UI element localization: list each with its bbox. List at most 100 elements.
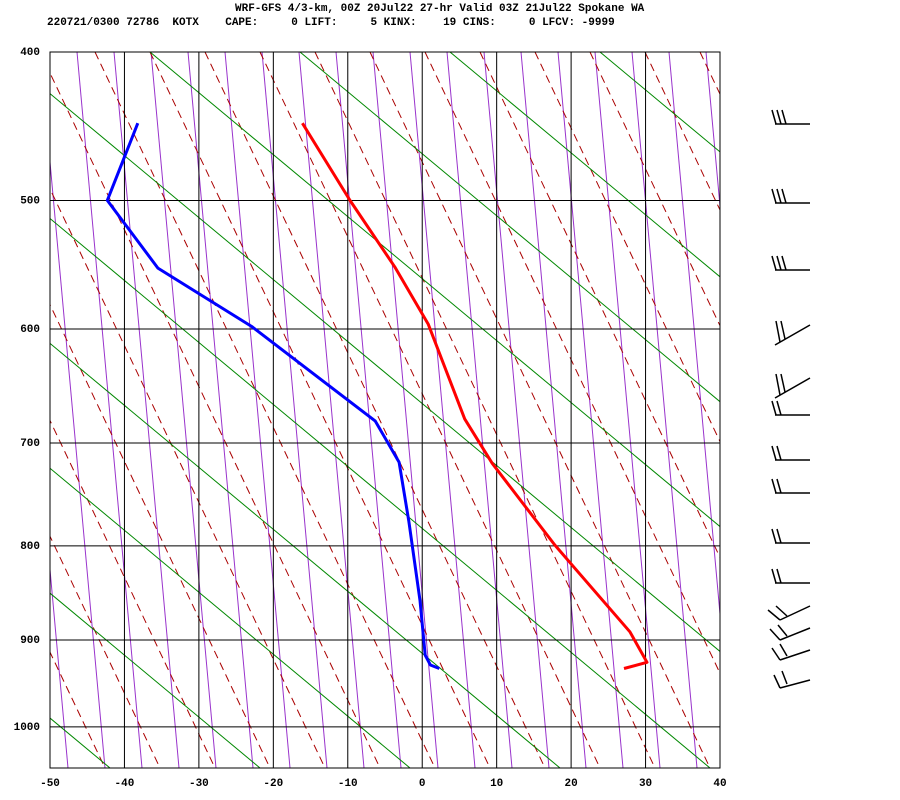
- barb-tick: [773, 674, 781, 689]
- barb-tick: [775, 373, 781, 396]
- adiabat-line: [314, 52, 656, 768]
- barb-tick: [771, 188, 777, 204]
- y-tick-label: 700: [20, 438, 40, 450]
- barb-tick: [771, 478, 777, 494]
- series: [105, 122, 649, 670]
- chart-subtitle: 220721/0300 72786 KOTX CAPE: 0 LIFT: 5 K…: [47, 17, 615, 29]
- barb-tick: [781, 255, 787, 271]
- mixing-ratio-line: [50, 467, 411, 768]
- adiabat-line: [479, 52, 720, 559]
- isotherm-line: [335, 52, 402, 768]
- isotherm-line: [50, 564, 69, 768]
- isotherm-line: [50, 156, 106, 768]
- adiabat-line: [534, 52, 720, 443]
- x-tick-label: 40: [713, 778, 726, 790]
- mixing-ratio-line: [50, 592, 261, 768]
- barb-tick: [771, 445, 777, 461]
- mixing-ratio-line: [50, 217, 711, 768]
- mixing-ratio-line: [50, 342, 561, 768]
- barb-tick: [776, 528, 782, 544]
- barb-tick: [781, 109, 787, 125]
- mixing-ratio-line: [299, 52, 720, 403]
- barb-staff: [779, 679, 811, 689]
- plot-frame: [49, 51, 721, 769]
- barb-staff: [779, 605, 811, 621]
- chart-title: WRF-GFS 4/3-km, 00Z 20Jul22 27-hr Valid …: [235, 3, 645, 15]
- isotherm-line: [705, 52, 720, 212]
- x-tick-label: 30: [639, 778, 652, 790]
- isotherm-line: [594, 52, 661, 768]
- adiabat-line: [204, 52, 546, 768]
- barb-tick: [777, 624, 788, 637]
- y-tick-label: 900: [20, 635, 40, 647]
- barb-tick: [776, 109, 782, 125]
- barb-tick: [771, 109, 777, 125]
- wind-barbs: [767, 109, 811, 689]
- barb-tick: [771, 568, 777, 584]
- x-tick-label: -10: [338, 778, 358, 790]
- isotherm-line: [446, 52, 513, 768]
- isotherm-line: [372, 52, 439, 768]
- isotherm-line: [668, 52, 720, 620]
- barb-staff: [774, 324, 811, 346]
- isotherm-line: [76, 52, 143, 768]
- barb-tick: [780, 373, 786, 393]
- barb-staff: [779, 627, 811, 641]
- adiabat-line: [424, 52, 720, 675]
- y-tick-label: 400: [20, 47, 40, 59]
- barb-tick: [771, 400, 777, 416]
- mixing-ratio-line: [449, 52, 720, 278]
- sounding-line: [301, 122, 649, 670]
- x-tick-label: -40: [115, 778, 135, 790]
- barb-staff: [779, 649, 811, 661]
- adiabat-line: [50, 71, 381, 768]
- barb-tick: [781, 670, 788, 685]
- adiabat-line: [644, 52, 720, 212]
- barb-tick: [771, 647, 781, 661]
- y-tick-label: 1000: [14, 722, 40, 734]
- barb-staff: [774, 377, 811, 399]
- isotherm-line: [298, 52, 365, 768]
- isotherm-line: [150, 52, 217, 768]
- adiabat-line: [149, 52, 491, 768]
- adiabat-line: [369, 52, 711, 768]
- background-lines: [50, 52, 720, 768]
- isotherm-line: [557, 52, 624, 768]
- barb-tick: [776, 568, 782, 584]
- barb-tick: [775, 605, 788, 617]
- barb-tick: [780, 320, 786, 340]
- x-tick-label: -50: [40, 778, 60, 790]
- x-tick-label: 10: [490, 778, 503, 790]
- x-tick-label: 20: [565, 778, 578, 790]
- y-tick-label: 600: [20, 324, 40, 336]
- x-tick-label: 0: [419, 778, 426, 790]
- x-tick-label: -30: [189, 778, 209, 790]
- isotherm-line: [520, 52, 587, 768]
- x-tick-label: -20: [263, 778, 283, 790]
- barb-tick: [771, 255, 777, 271]
- mixing-ratio-line: [149, 52, 720, 528]
- barb-tick: [776, 445, 782, 461]
- isotherm-line: [483, 52, 550, 768]
- isotherm-line: [409, 52, 476, 768]
- barb-tick: [767, 609, 781, 621]
- y-tick-label: 800: [20, 541, 40, 553]
- barb-tick: [776, 478, 782, 494]
- isotherm-line: [224, 52, 291, 768]
- mixing-ratio-line: [50, 92, 720, 653]
- barb-tick: [775, 320, 781, 343]
- barb-tick: [776, 400, 782, 416]
- barb-tick: [781, 188, 787, 204]
- adiabat-line: [94, 52, 436, 768]
- adiabat-line: [589, 52, 720, 327]
- barb-tick: [776, 188, 782, 204]
- adiabat-line: [50, 303, 271, 768]
- barb-tick: [769, 628, 781, 641]
- barb-tick: [776, 255, 782, 271]
- sounding-line: [105, 122, 440, 670]
- y-tick-label: 500: [20, 195, 40, 207]
- barb-tick: [771, 528, 777, 544]
